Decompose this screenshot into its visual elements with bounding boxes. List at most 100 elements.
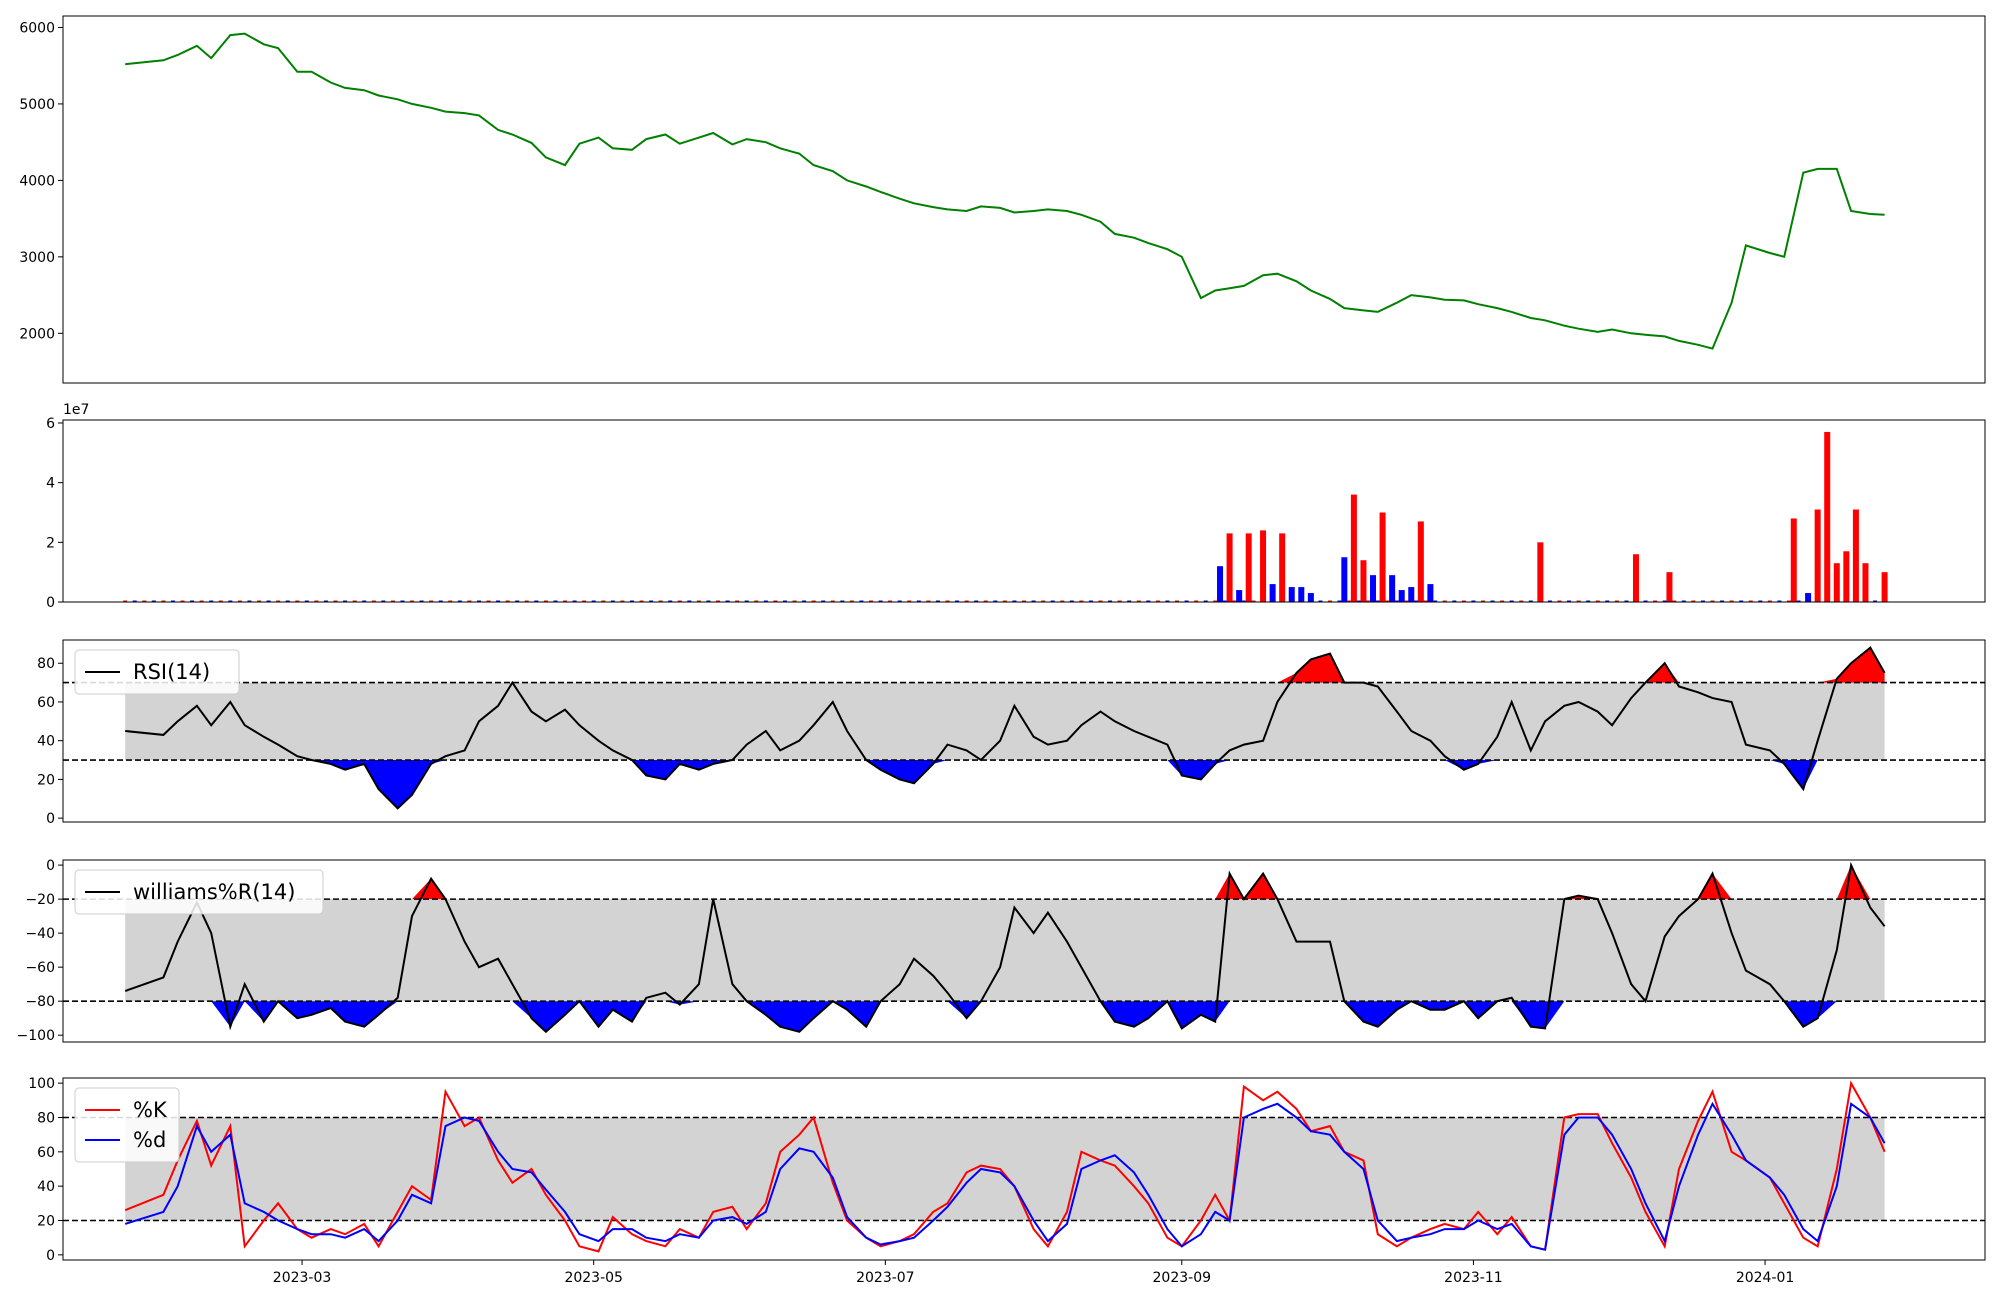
y-tick-label: 4000	[19, 173, 55, 189]
volume-bar-baseline	[1490, 600, 1495, 602]
volume-bar-baseline	[907, 600, 912, 602]
volume-bar-baseline	[1471, 600, 1476, 602]
volume-bar-baseline	[218, 600, 223, 602]
volume-bar-baseline	[524, 600, 529, 602]
volume-bar	[1632, 554, 1639, 602]
volume-bar-baseline	[1710, 600, 1715, 602]
legend-box	[74, 649, 240, 695]
volume-bar-baseline	[601, 600, 606, 602]
volume-bar-baseline	[419, 600, 424, 602]
volume-bar-baseline	[314, 600, 319, 602]
volume-bar-baseline	[1404, 600, 1409, 602]
volume-bar	[1288, 587, 1295, 602]
volume-bar-baseline	[1777, 600, 1782, 602]
volume-bar	[1666, 572, 1673, 602]
volume-bar-baseline	[1318, 600, 1323, 602]
indicator-line	[124, 861, 1886, 1034]
stochastic-panel: 0 20 40 60 80 100 %K %d 2023-03 2023-05 2023-07 202…	[28, 1076, 1986, 1286]
volume-bar-baseline	[1700, 600, 1705, 602]
volume-bar	[1360, 560, 1367, 602]
volume-bar	[1279, 533, 1286, 602]
volume-bar-baseline	[390, 600, 395, 602]
volume-bar-baseline	[802, 600, 807, 602]
volume-bar-baseline	[916, 600, 921, 602]
volume-bar-baseline	[304, 600, 309, 602]
volume-bar-baseline	[744, 600, 749, 602]
volume-bar-baseline	[467, 600, 472, 602]
volume-bar-baseline	[1146, 600, 1151, 602]
volume-bar-baseline	[993, 600, 998, 602]
volume-bar-baseline	[849, 600, 854, 602]
volume-bar-baseline	[591, 600, 596, 602]
volume-bar	[1805, 593, 1812, 602]
y-tick-label: −80	[25, 994, 55, 1010]
volume-bar-baseline	[1165, 600, 1170, 602]
volume-bar-baseline	[429, 600, 434, 602]
volume-bar-baseline	[677, 600, 682, 602]
volume-bar-baseline	[1614, 600, 1619, 602]
x-tick-label: 2023-03	[273, 1270, 332, 1286]
volume-bar	[1881, 572, 1888, 602]
band-fill	[125, 1117, 1885, 1221]
volume-bar-baseline	[1069, 600, 1074, 602]
volume-bar-baseline	[572, 600, 577, 602]
volume-bar-baseline	[735, 600, 740, 602]
y-tick-label: 20	[37, 772, 55, 788]
volume-bar-baseline	[1108, 600, 1113, 602]
volume-bar	[1269, 584, 1276, 602]
volume-bar-baseline	[1203, 600, 1208, 602]
volume-bar-baseline	[1022, 600, 1026, 602]
legend-box	[74, 869, 324, 915]
volume-bar-baseline	[945, 600, 950, 602]
volume-bar	[1427, 584, 1434, 602]
volume-bar-baseline	[515, 600, 520, 602]
williams-panel: −100 −80 −60 −40 −20 0 williams%R(14)	[17, 858, 1986, 1044]
volume-bar-baseline	[285, 600, 290, 602]
volume-bar-baseline	[161, 600, 166, 602]
volume-bar	[1408, 587, 1415, 602]
y-tick-label: 80	[37, 656, 55, 672]
volume-bar	[1236, 590, 1243, 602]
volume-bar-baseline	[878, 600, 883, 602]
y-tick-label: 60	[37, 695, 55, 711]
volume-bar-baseline	[228, 600, 233, 602]
axes-frame	[62, 1077, 1986, 1261]
volume-bar-baseline	[1500, 600, 1505, 602]
volume-bar-baseline	[1528, 600, 1533, 602]
volume-bar-baseline	[1767, 600, 1772, 602]
volume-bar-baseline	[438, 600, 443, 602]
volume-bar-baseline	[763, 600, 768, 602]
volume-bar-baseline	[725, 600, 730, 602]
y-tick-label: −100	[17, 1028, 55, 1044]
volume-bar-baseline	[706, 600, 711, 602]
volume-bar-baseline	[792, 600, 797, 602]
y-tick-label: 6	[46, 416, 55, 432]
y-tick-label: 2000	[19, 326, 55, 342]
volume-bar-baseline	[955, 600, 960, 602]
volume-bar-baseline	[247, 600, 252, 602]
legend-label: %d	[133, 1128, 166, 1152]
volume-bar-baseline	[1079, 600, 1084, 602]
volume-bar-baseline	[935, 600, 940, 602]
volume-bar-baseline	[1662, 600, 1667, 602]
overbought-fill	[125, 647, 1885, 683]
volume-bar-baseline	[1232, 600, 1237, 602]
x-tick-label: 2023-05	[564, 1270, 623, 1286]
volume-bar-baseline	[1605, 600, 1610, 602]
volume-bar-baseline	[840, 600, 845, 602]
volume-bar-baseline	[1174, 600, 1179, 602]
price-line	[125, 32, 1885, 350]
volume-bar-baseline	[1031, 600, 1036, 602]
volume-bar-baseline	[1423, 600, 1428, 602]
volume-bar-baseline	[352, 600, 357, 602]
volume-bar-baseline	[696, 600, 701, 602]
y-tick-label: 100	[28, 1076, 55, 1092]
volume-bar	[1398, 590, 1405, 602]
volume-bar-baseline	[1624, 600, 1629, 602]
volume-bar-baseline	[821, 600, 826, 602]
volume-bar-baseline	[610, 600, 615, 602]
volume-bar-baseline	[1691, 600, 1696, 602]
volume-bar-baseline	[333, 600, 338, 602]
y-tick-label: 20	[37, 1214, 55, 1230]
volume-bar-baseline	[1786, 600, 1791, 602]
